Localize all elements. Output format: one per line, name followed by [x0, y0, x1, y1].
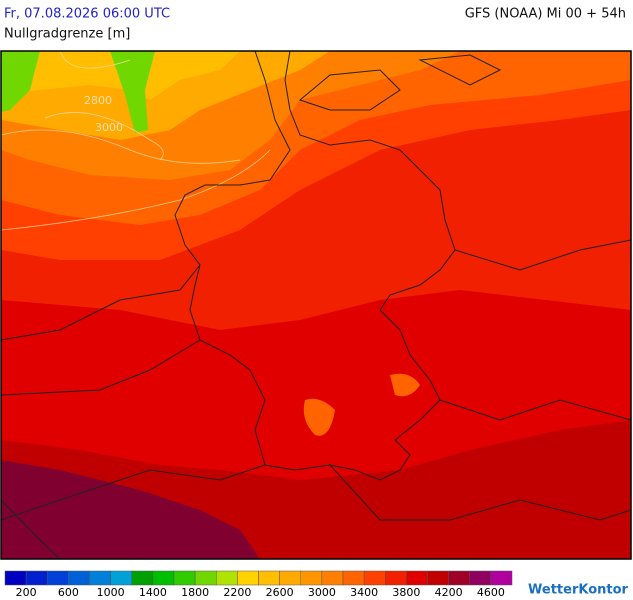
- legend-swatch: [131, 570, 154, 586]
- legend-swatch: [469, 570, 492, 586]
- contour-label: 2800: [84, 94, 112, 107]
- legend-label: 2200: [223, 586, 251, 599]
- legend-label: 1000: [97, 586, 125, 599]
- legend-label: 4200: [435, 586, 463, 599]
- contour-label: 3000: [95, 121, 123, 134]
- legend-swatch: [363, 570, 386, 586]
- legend-swatch: [152, 570, 175, 586]
- legend-swatch: [490, 570, 513, 586]
- legend-swatch: [321, 570, 344, 586]
- map-field: 2800 3000: [1, 51, 631, 559]
- legend-swatch: [385, 570, 407, 586]
- legend-label: 3000: [308, 586, 336, 599]
- legend-swatch: [110, 570, 132, 586]
- legend-swatch: [342, 570, 365, 586]
- legend-swatch: [237, 570, 259, 586]
- legend-label: 4600: [477, 586, 505, 599]
- legend-swatch: [279, 570, 301, 586]
- map-frame: [0, 50, 632, 560]
- legend-swatch: [25, 570, 48, 586]
- model-run: GFS (NOAA) Mi 00 + 54h: [465, 7, 626, 22]
- legend-swatch: [406, 570, 428, 586]
- legend-label: 2600: [266, 586, 294, 599]
- logo: WetterKontor: [528, 583, 629, 598]
- legend-label: 200: [16, 586, 37, 599]
- legend-swatch: [216, 570, 238, 586]
- legend-label: 1400: [139, 586, 167, 599]
- legend-label: 3800: [392, 586, 420, 599]
- legend-swatch: [89, 570, 111, 586]
- legend-swatch: [4, 570, 27, 586]
- color-legend: 200 600 1000 1400 1800 2200 2600 3000 3400 3800 42…: [4, 570, 513, 599]
- valid-time: Fr, 07.08.2026 06:00 UTC: [4, 7, 170, 22]
- parameter: Nullgradgrenze [m]: [4, 27, 130, 42]
- legend-label: 600: [58, 586, 79, 599]
- legend-swatch: [300, 570, 323, 586]
- legend-swatch: [173, 570, 196, 586]
- legend-swatch: [194, 570, 217, 586]
- legend-swatch: [427, 570, 449, 586]
- legend-swatch: [258, 570, 280, 586]
- legend-swatch: [47, 570, 69, 586]
- legend-swatch: [68, 570, 90, 586]
- legend-label: 1800: [181, 586, 209, 599]
- legend-swatch: [448, 570, 470, 586]
- legend-label: 3400: [350, 586, 378, 599]
